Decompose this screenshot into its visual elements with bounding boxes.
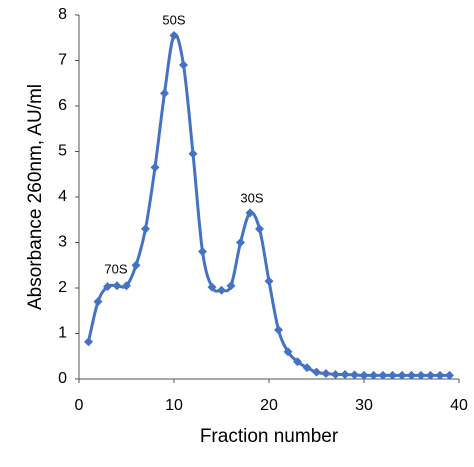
data-point	[236, 238, 245, 247]
data-point	[245, 208, 255, 218]
data-point	[160, 88, 169, 98]
y-axis-title: Absorbance 260nm, AU/ml	[25, 84, 46, 310]
data-point	[169, 30, 179, 40]
y-tick-label: 7	[58, 52, 67, 69]
y-tick-label: 6	[58, 97, 67, 114]
y-tick-label: 4	[58, 188, 67, 205]
x-tick-label: 30	[355, 397, 373, 414]
annotation: 50S	[162, 12, 185, 27]
data-point	[198, 247, 207, 257]
data-point	[397, 370, 407, 380]
data-point	[388, 370, 397, 380]
y-tick-label: 5	[58, 143, 67, 160]
data-point	[359, 370, 369, 380]
annotation: 70S	[104, 261, 127, 276]
data-point	[122, 281, 131, 291]
data-point	[84, 337, 93, 347]
data-point	[283, 347, 293, 357]
x-axis-title: Fraction number	[200, 426, 339, 447]
data-point	[435, 370, 445, 380]
data-point	[274, 325, 283, 335]
x-tick-label: 0	[75, 397, 84, 414]
data-point	[312, 367, 321, 377]
data-point	[426, 370, 435, 380]
data-point	[302, 363, 312, 373]
data-point	[93, 297, 103, 307]
data-point	[207, 282, 217, 292]
data-point	[188, 149, 198, 159]
data-line	[87, 33, 450, 377]
data-point	[255, 224, 264, 234]
y-tick-label: 3	[58, 234, 67, 251]
data-point	[112, 281, 122, 291]
data-point	[103, 282, 112, 292]
data-point	[150, 162, 160, 172]
data-point	[378, 370, 388, 380]
data-point	[369, 370, 378, 380]
data-point	[350, 370, 359, 380]
data-point	[407, 370, 416, 380]
data-point	[321, 369, 331, 379]
data-point	[340, 369, 350, 379]
annotation: 30S	[240, 190, 263, 205]
x-tick-label: 40	[450, 397, 468, 414]
data-point	[226, 281, 236, 291]
y-tick-label: 2	[58, 279, 67, 296]
data-point	[445, 370, 454, 380]
x-tick-label: 20	[260, 397, 278, 414]
x-tick-label: 10	[165, 397, 183, 414]
data-point	[131, 260, 141, 270]
data-point	[141, 224, 150, 234]
y-tick-label: 1	[58, 325, 67, 342]
data-point	[179, 60, 188, 70]
y-tick-label: 8	[58, 6, 67, 23]
y-tick-label: 0	[58, 370, 67, 387]
data-point	[331, 369, 340, 379]
data-point	[264, 276, 274, 286]
data-point	[416, 370, 426, 380]
data-point	[217, 285, 226, 295]
data-point	[293, 357, 302, 367]
